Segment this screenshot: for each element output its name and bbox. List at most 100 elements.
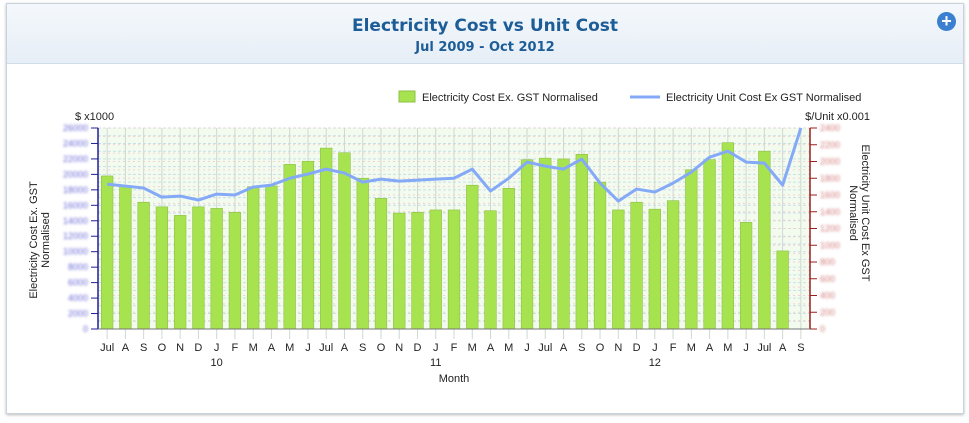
left-axis-title-line2: Normalised — [40, 212, 52, 268]
bar — [575, 153, 588, 330]
right-tick-label: 1600 — [820, 190, 840, 200]
bar — [210, 208, 223, 330]
bar — [301, 160, 315, 330]
bar — [502, 188, 515, 330]
x-tick-label: A — [706, 342, 714, 354]
bar — [247, 186, 260, 330]
x-tick-label: A — [122, 342, 130, 354]
x-tick-label: F — [232, 342, 239, 354]
bar — [703, 159, 716, 330]
x-tick-label: F — [670, 342, 677, 354]
right-tick-label: 0 — [820, 324, 825, 334]
bar — [137, 201, 150, 330]
left-tick-label: 14000 — [63, 216, 88, 226]
right-tick-label: 1400 — [820, 207, 840, 217]
left-tick-label: 10000 — [63, 247, 88, 257]
bar — [174, 215, 187, 330]
left-axis-title-line1: Electricity Cost Ex. GST — [28, 181, 40, 299]
x-tick-label: Jul — [319, 342, 333, 354]
right-axis-title-line2: Normalised — [847, 185, 859, 241]
bar — [228, 211, 242, 330]
left-tick-label: 22000 — [63, 154, 88, 164]
left-tick-label: 6000 — [68, 278, 88, 288]
bar — [776, 250, 789, 330]
x-tick-label: S — [359, 342, 366, 354]
bar — [447, 209, 461, 330]
x-tick-label: N — [176, 342, 184, 354]
bar — [739, 222, 753, 330]
legend-bar-label: Electricity Cost Ex. GST Normalised — [422, 92, 598, 104]
x-tick-label: N — [395, 342, 403, 354]
bar — [411, 211, 424, 330]
x-tick-label: J — [524, 342, 530, 354]
right-tick-label: 200 — [820, 307, 835, 317]
bar — [484, 210, 497, 330]
bar — [356, 177, 369, 330]
bar — [557, 158, 570, 330]
right-tick-label: 2400 — [820, 123, 840, 133]
bar — [429, 209, 442, 330]
x-tick-label: A — [268, 342, 276, 354]
bar — [100, 175, 114, 330]
bar — [630, 201, 643, 330]
bar — [648, 208, 661, 330]
left-tick-label: 8000 — [68, 262, 88, 272]
left-tick-label: 12000 — [63, 231, 88, 241]
x-tick-label: N — [614, 342, 622, 354]
right-tick-label: 2000 — [820, 157, 840, 167]
right-tick-label: 600 — [820, 274, 835, 284]
x-tick-label: M — [249, 342, 258, 354]
x-tick-label: S — [797, 342, 804, 354]
right-tick-label: 1800 — [820, 173, 840, 183]
x-tick-label: M — [285, 342, 294, 354]
x-tick-label: M — [504, 342, 513, 354]
bar — [192, 206, 205, 330]
x-tick-label: J — [743, 342, 749, 354]
x-tick-label: A — [341, 342, 349, 354]
bar — [119, 185, 132, 330]
x-tick-label: D — [633, 342, 641, 354]
x-tick-label: S — [578, 342, 585, 354]
bar — [155, 206, 169, 330]
chart-title: Electricity Cost vs Unit Cost — [351, 16, 619, 36]
x-tick-label: Jul — [100, 342, 114, 354]
chart-subtitle: Jul 2009 - Oct 2012 — [415, 40, 555, 55]
bar — [520, 159, 534, 330]
legend-bar-swatch — [398, 90, 416, 103]
x-tick-label: O — [596, 342, 605, 354]
bar — [721, 142, 734, 330]
x-tick-label: Jul — [538, 342, 552, 354]
right-axis-title-line1: Electricity Unit Cost Ex GST — [859, 145, 871, 282]
year-label: 10 — [211, 357, 223, 369]
bar — [612, 209, 625, 330]
right-tick-label: 400 — [820, 291, 835, 301]
right-tick-label: 2200 — [820, 140, 840, 150]
x-tick-label: M — [687, 342, 696, 354]
x-tick-label: Jul — [757, 342, 771, 354]
bar — [283, 164, 296, 330]
left-tick-label: 4000 — [68, 293, 88, 303]
x-tick-label: O — [158, 342, 167, 354]
x-tick-label: A — [779, 342, 787, 354]
bar — [265, 185, 278, 330]
right-tick-label: 1200 — [820, 224, 840, 234]
x-tick-label: D — [194, 342, 202, 354]
unit-cost-line — [106, 127, 803, 203]
x-axis-title: Month — [439, 373, 470, 385]
left-tick-label: 16000 — [63, 200, 88, 210]
left-tick-label: 2000 — [68, 309, 88, 319]
bar — [338, 152, 351, 330]
x-tick-label: J — [214, 342, 220, 354]
chart-header: Electricity Cost vs Unit Cost Jul 2009 -… — [7, 4, 963, 64]
left-tick-label: 18000 — [63, 185, 88, 195]
x-tick-label: J — [652, 342, 658, 354]
x-tick-label: S — [140, 342, 147, 354]
right-axis-unit: $/Unit x0.001 — [805, 111, 870, 123]
x-tick-label: D — [414, 342, 422, 354]
legend-line-label: Electricity Unit Cost Ex GST Normalised — [666, 92, 861, 104]
year-label: 12 — [649, 357, 661, 369]
bar — [593, 181, 607, 330]
bar — [758, 150, 771, 330]
plus-circle-icon[interactable]: + — [937, 12, 956, 31]
